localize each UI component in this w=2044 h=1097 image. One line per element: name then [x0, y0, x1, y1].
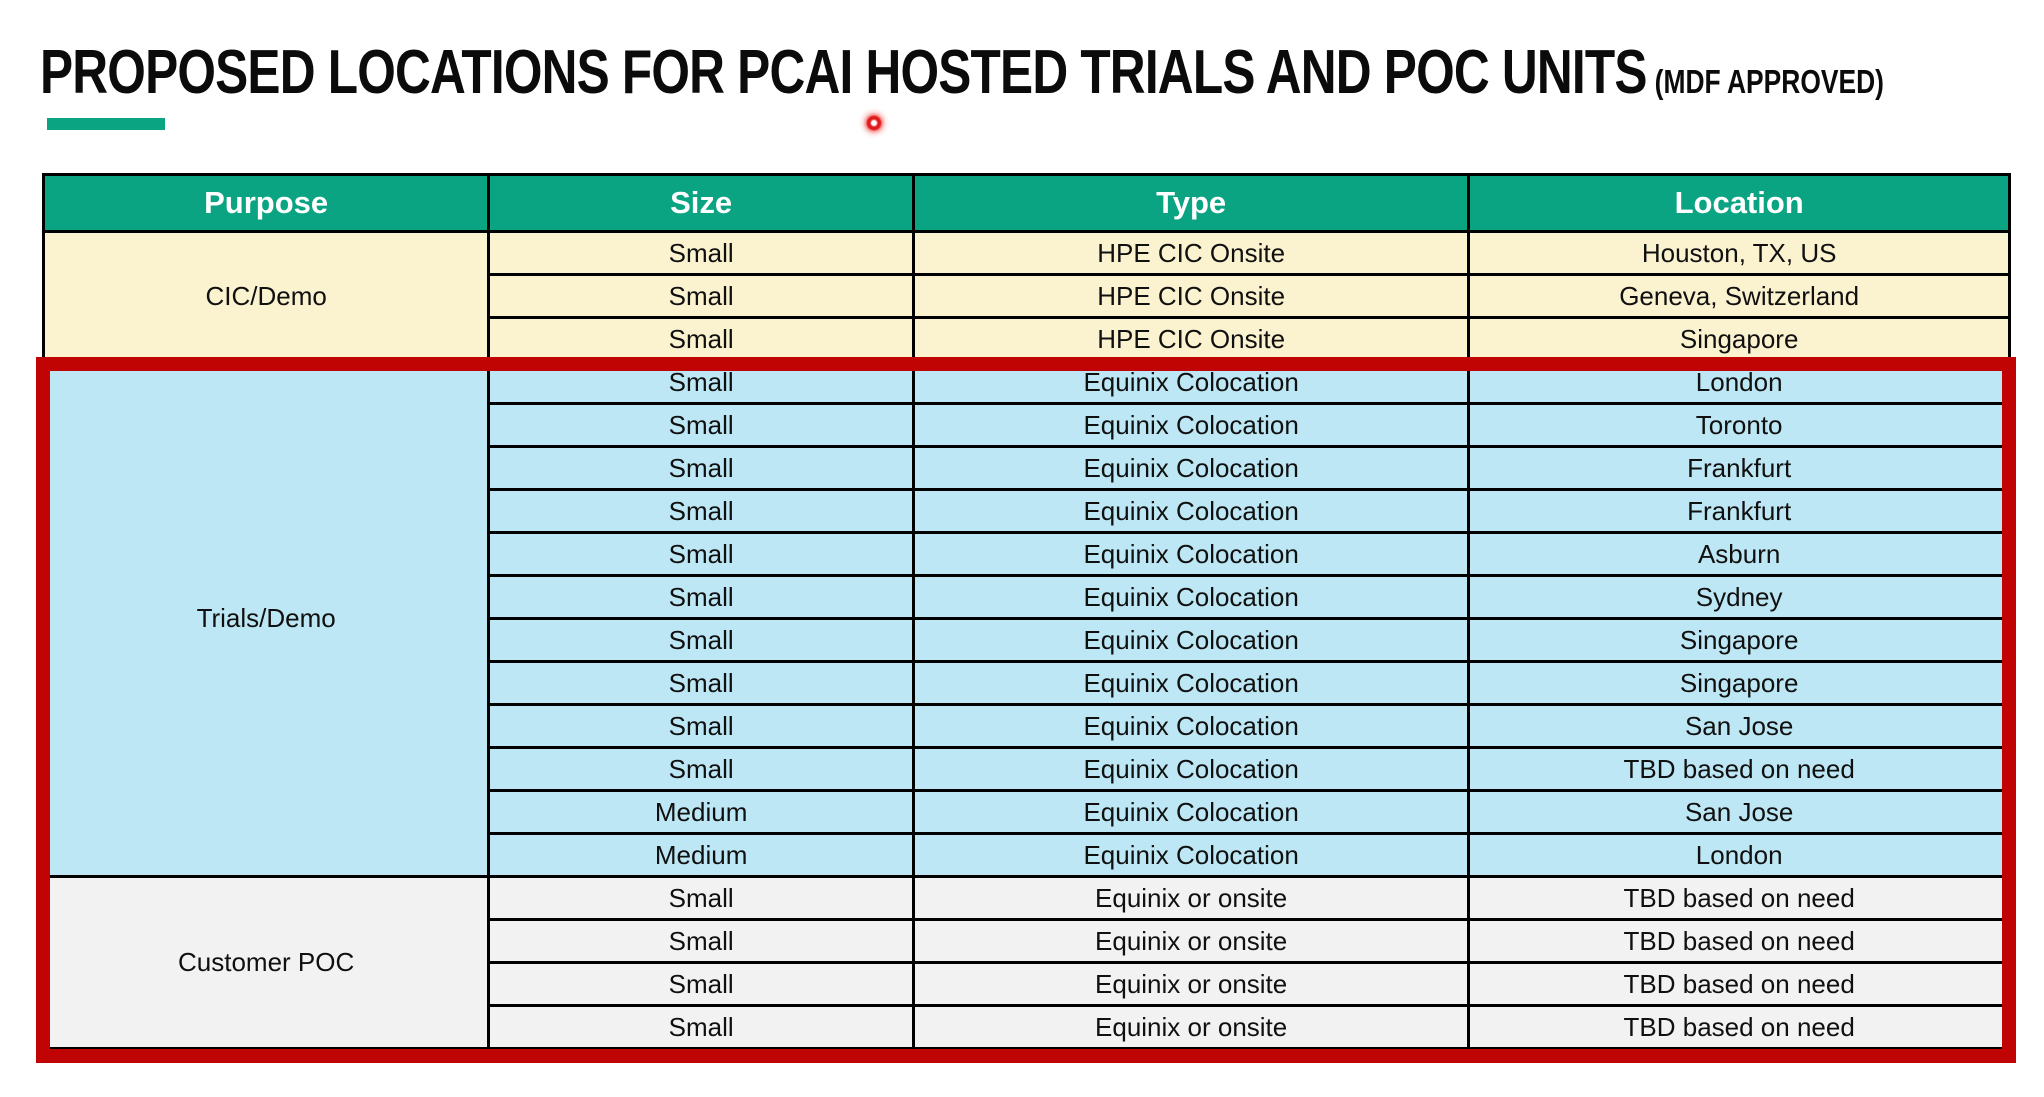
page-title-suffix: (MDF APPROVED): [1654, 63, 1884, 100]
type-cell: Equinix Colocation: [911, 574, 1471, 620]
purpose-cell: Customer POC: [41, 875, 491, 1050]
type-cell: Equinix Colocation: [911, 531, 1471, 577]
size-cell: Small: [487, 574, 915, 620]
size-cell: Small: [487, 402, 915, 448]
table-row: Small Equinix or onsite TBD based on need: [44, 1004, 2011, 1050]
page-title: PROPOSED LOCATIONS FOR PCAI HOSTED TRIAL…: [40, 42, 1884, 113]
type-cell: Equinix or onsite: [911, 961, 1471, 1007]
location-cell: Singapore: [1467, 660, 2011, 706]
table-row: Customer POC Small Equinix or onsite TBD ba…: [41, 875, 2011, 1050]
table-row: Medium Equinix Colocation San Jose: [44, 789, 2011, 835]
location-cell: Geneva, Switzerland: [1467, 273, 2011, 319]
type-cell: HPE CIC Onsite: [911, 230, 1471, 276]
location-cell: Singapore: [1467, 316, 2011, 362]
size-cell: Small: [487, 703, 915, 749]
type-cell: Equinix Colocation: [911, 402, 1471, 448]
size-cell: Medium: [487, 832, 915, 878]
purpose-cell: CIC/Demo: [41, 230, 491, 362]
table-row: Small Equinix or onsite TBD based on need: [44, 918, 2011, 964]
size-cell: Small: [487, 875, 915, 921]
type-cell: Equinix Colocation: [911, 617, 1471, 663]
table-row: Small Equinix or onsite TBD based on need: [44, 961, 2011, 1007]
table-row: Small Equinix Colocation Singapore: [44, 617, 2011, 663]
type-cell: HPE CIC Onsite: [911, 316, 1471, 362]
type-cell: Equinix Colocation: [911, 789, 1471, 835]
size-cell: Small: [487, 961, 915, 1007]
location-cell: Sydney: [1467, 574, 2011, 620]
location-cell: London: [1467, 359, 2011, 405]
size-cell: Medium: [487, 789, 915, 835]
type-cell: Equinix Colocation: [911, 488, 1471, 534]
location-cell: Asburn: [1467, 531, 2011, 577]
table-row: Medium Equinix Colocation London: [44, 832, 2011, 878]
size-cell: Small: [487, 1004, 915, 1050]
location-cell: TBD based on need: [1467, 961, 2011, 1007]
location-cell: San Jose: [1467, 703, 2011, 749]
table-row: Small Equinix Colocation Frankfurt: [44, 445, 2011, 491]
size-cell: Small: [487, 918, 915, 964]
type-cell: Equinix Colocation: [911, 703, 1471, 749]
location-cell: Toronto: [1467, 402, 2011, 448]
size-cell: Small: [487, 531, 915, 577]
table-row: Small Equinix Colocation San Jose: [44, 703, 2011, 749]
type-cell: Equinix or onsite: [911, 875, 1471, 921]
type-cell: Equinix Colocation: [911, 445, 1471, 491]
location-cell: Singapore: [1467, 617, 2011, 663]
size-cell: Small: [487, 660, 915, 706]
type-cell: Equinix Colocation: [911, 746, 1471, 792]
size-cell: Small: [487, 488, 915, 534]
size-cell: Small: [487, 359, 915, 405]
location-cell: London: [1467, 832, 2011, 878]
table-row: Small Equinix Colocation Singapore: [44, 660, 2011, 706]
table-row: Small Equinix Colocation Sydney: [44, 574, 2011, 620]
size-cell: Small: [487, 230, 915, 276]
location-cell: TBD based on need: [1467, 1004, 2011, 1050]
locations-table: Purpose Size Type Location CIC/Demo Small HPE…: [41, 173, 2011, 1050]
type-cell: Equinix Colocation: [911, 832, 1471, 878]
size-cell: Small: [487, 746, 915, 792]
location-cell: Frankfurt: [1467, 488, 2011, 534]
column-header-purpose: Purpose: [41, 173, 491, 233]
location-cell: TBD based on need: [1467, 875, 2011, 921]
table-row: Small Equinix Colocation Frankfurt: [44, 488, 2011, 534]
purpose-cell: Trials/Demo: [41, 359, 491, 878]
type-cell: Equinix or onsite: [911, 1004, 1471, 1050]
size-cell: Small: [487, 617, 915, 663]
type-cell: Equinix Colocation: [911, 359, 1471, 405]
table-row: Small HPE CIC Onsite Geneva, Switzerland: [44, 273, 2011, 319]
size-cell: Small: [487, 273, 915, 319]
table-header-row: Purpose Size Type Location: [41, 173, 2011, 233]
title-underline-accent: [47, 118, 165, 130]
table-row: CIC/Demo Small HPE CIC Onsite Houston, TX, …: [41, 230, 2011, 362]
column-header-size: Size: [487, 173, 915, 233]
column-header-type: Type: [911, 173, 1471, 233]
column-header-location: Location: [1467, 173, 2011, 233]
location-cell: TBD based on need: [1467, 746, 2011, 792]
location-cell: TBD based on need: [1467, 918, 2011, 964]
type-cell: HPE CIC Onsite: [911, 273, 1471, 319]
type-cell: Equinix Colocation: [911, 660, 1471, 706]
location-cell: Houston, TX, US: [1467, 230, 2011, 276]
page-title-main: PROPOSED LOCATIONS FOR PCAI HOSTED TRIAL…: [40, 38, 1647, 107]
table-row: Small Equinix Colocation TBD based on need: [44, 746, 2011, 792]
table-row: Trials/Demo Small Equinix Colocation London: [41, 359, 2011, 878]
size-cell: Small: [487, 445, 915, 491]
location-cell: Frankfurt: [1467, 445, 2011, 491]
type-cell: Equinix or onsite: [911, 918, 1471, 964]
table-row: Small Equinix Colocation Asburn: [44, 531, 2011, 577]
location-cell: San Jose: [1467, 789, 2011, 835]
table-row: Small Equinix Colocation Toronto: [44, 402, 2011, 448]
size-cell: Small: [487, 316, 915, 362]
